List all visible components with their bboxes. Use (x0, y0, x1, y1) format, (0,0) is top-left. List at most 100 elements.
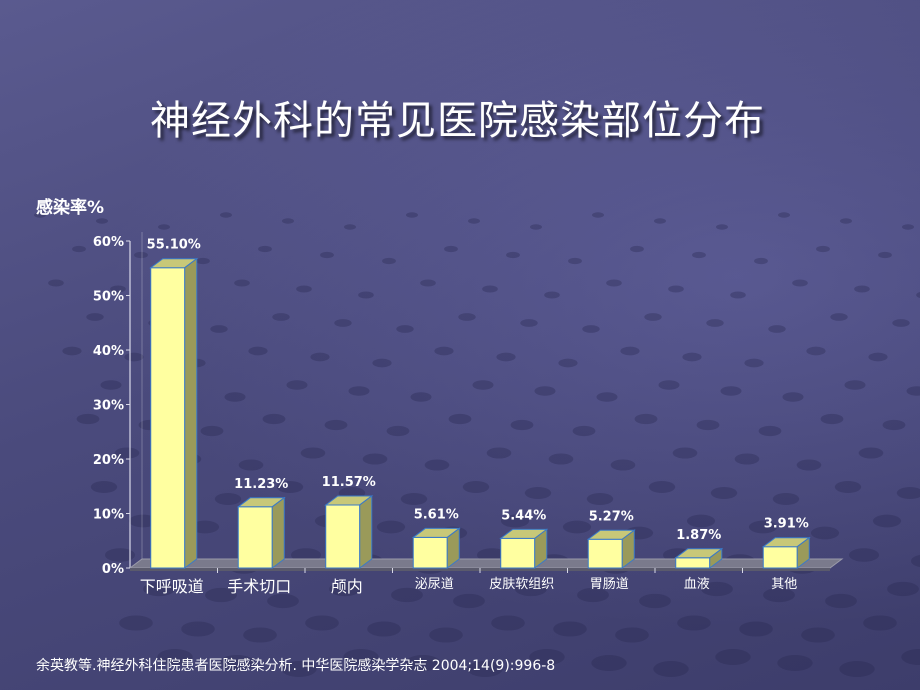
background-dot (840, 218, 852, 224)
background-dot (692, 251, 706, 259)
background-dot (272, 313, 290, 321)
background-dot (410, 392, 432, 402)
background-dot (520, 319, 538, 327)
background-dot (792, 279, 808, 287)
background-dot (902, 224, 914, 230)
background-dot (110, 285, 126, 293)
background-dot (577, 587, 609, 603)
background-dot (553, 621, 587, 637)
bar-side (709, 547, 723, 569)
background-dot (386, 425, 410, 437)
background-dot (634, 413, 658, 425)
background-dot (376, 520, 406, 534)
background-dot (739, 621, 773, 637)
background-dot (324, 419, 348, 431)
background-dot (134, 251, 148, 259)
background-dot (348, 386, 370, 396)
data-label: 5.44% (501, 508, 546, 523)
background-dot (119, 615, 153, 631)
background-dot (434, 346, 454, 356)
background-dot (916, 291, 920, 299)
background-dot (825, 593, 857, 609)
background-dot (334, 319, 352, 327)
background-dot (48, 279, 64, 287)
background-dot (716, 224, 728, 230)
background-dot (906, 386, 920, 396)
background-dot (453, 593, 485, 609)
background-dot (76, 413, 100, 425)
bar (149, 257, 199, 569)
background-dot (181, 621, 215, 637)
background-dot (658, 380, 680, 390)
background-dot (868, 352, 888, 362)
background-dot (686, 514, 716, 528)
bar (411, 527, 461, 569)
background-dot (630, 245, 644, 253)
background-dot (429, 627, 463, 643)
background-dot (568, 257, 582, 265)
data-label: 11.23% (234, 477, 288, 492)
background-dot (210, 325, 228, 333)
background-dot (310, 352, 330, 362)
background-dot (234, 279, 250, 287)
bar-front (412, 536, 448, 569)
background-dot (710, 487, 738, 499)
background-dot (486, 447, 512, 459)
background-dot (896, 487, 920, 499)
background-dot (768, 325, 786, 333)
background-dot (281, 661, 317, 677)
y-tick-label: 20% (93, 453, 124, 468)
background-dot (777, 655, 813, 671)
background-dot (448, 413, 472, 425)
background-dot (343, 649, 379, 665)
background-dot (524, 487, 552, 499)
bar-front (150, 267, 186, 569)
background-dot (639, 593, 671, 609)
background-dot (820, 413, 844, 425)
x-category-label: 泌尿道 (415, 577, 454, 592)
y-tick-label: 50% (93, 290, 124, 305)
background-dot (267, 593, 299, 609)
background-dot (701, 581, 733, 597)
bar-side (446, 527, 460, 569)
background-dot (591, 655, 627, 671)
y-tick-label: 40% (93, 344, 124, 359)
background-dot (100, 380, 122, 390)
background-dot (382, 257, 396, 265)
background-dot (715, 649, 751, 665)
data-label: 5.27% (589, 509, 634, 524)
background-dot (834, 481, 862, 493)
background-dot (548, 453, 574, 465)
background-dot (596, 392, 618, 402)
y-axis-label: 感染率% (36, 198, 105, 218)
background-dot (544, 291, 560, 299)
background-dot (305, 615, 339, 631)
background-dot (782, 392, 804, 402)
background-dot (367, 621, 401, 637)
background-dot (610, 459, 636, 471)
background-dot (200, 425, 224, 437)
background-dot (400, 493, 428, 505)
background-dot (854, 285, 870, 293)
background-dot (644, 313, 662, 321)
background-dot (734, 453, 760, 465)
background-dot (901, 649, 920, 665)
y-tick-label: 30% (93, 399, 124, 414)
background-dot (262, 413, 286, 425)
background-dot (196, 257, 210, 265)
background-dot (510, 419, 534, 431)
background-dot (696, 419, 720, 431)
background-dot (372, 358, 392, 368)
x-category-label: 其他 (771, 577, 797, 592)
background-dot (515, 581, 547, 597)
background-dot (558, 358, 578, 368)
background-dot (276, 481, 304, 493)
bar-front (762, 546, 798, 569)
y-tick-label: 10% (93, 508, 124, 523)
background-dot (491, 615, 525, 631)
background-dot (534, 386, 556, 396)
background-dot (858, 447, 884, 459)
background-dot (243, 627, 277, 643)
slide-title: 神经外科的常见医院感染部位分布 (150, 98, 765, 144)
background-dot (878, 251, 892, 259)
